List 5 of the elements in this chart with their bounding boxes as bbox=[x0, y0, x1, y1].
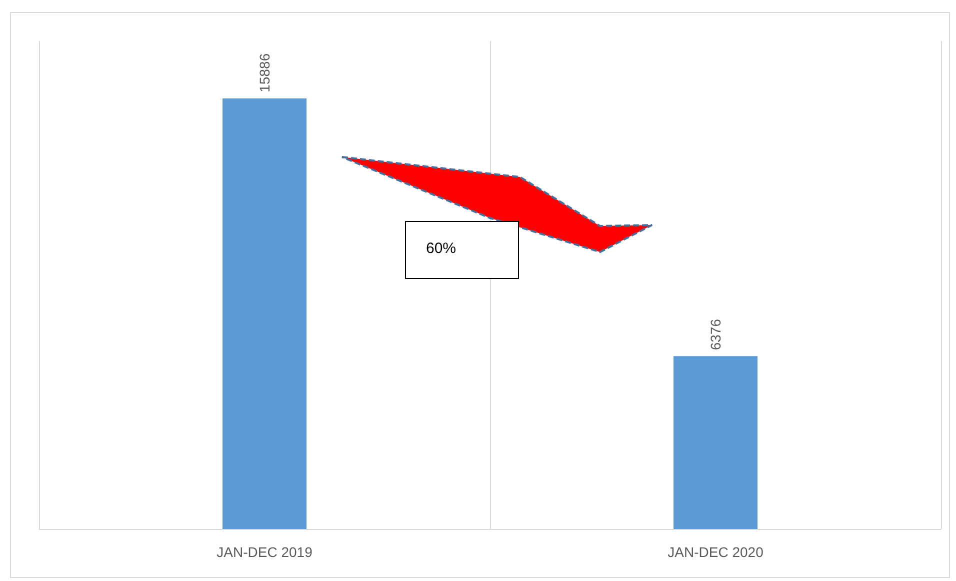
x-tick-label: JAN-DEC 2019 bbox=[216, 544, 313, 560]
callout-box: 60% bbox=[405, 221, 519, 279]
data-label: 15886 bbox=[256, 53, 272, 92]
x-tick-label: JAN-DEC 2020 bbox=[668, 544, 764, 560]
data-label: 6376 bbox=[708, 318, 724, 350]
